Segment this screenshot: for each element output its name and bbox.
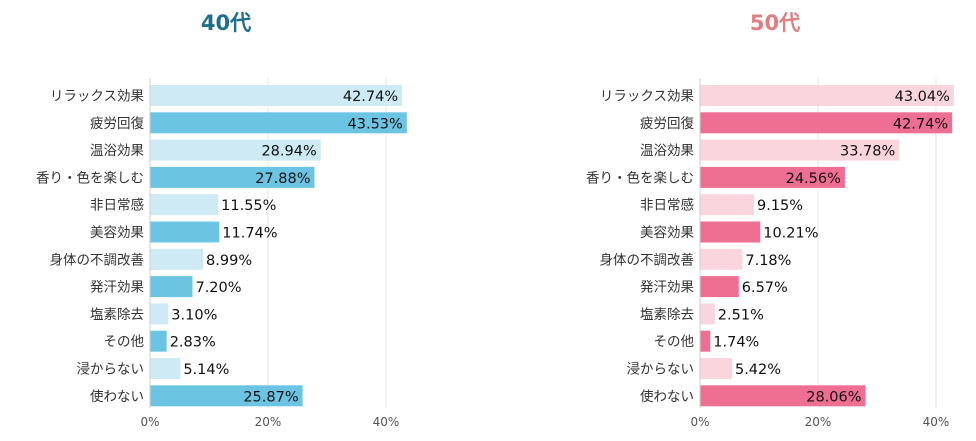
chart2-category-label: 浸からない — [627, 362, 695, 378]
chart1-category-label: 身体の不調改善 — [50, 252, 145, 268]
chart1-value-label: 11.74% — [222, 226, 277, 242]
chart1-bar-10 — [150, 330, 167, 352]
chart2-value-label: 24.56% — [786, 171, 841, 187]
chart1-category-label: 美容効果 — [90, 224, 144, 241]
chart1-title: 40代 — [201, 11, 251, 35]
chart2-xtick-label: 0% — [690, 415, 709, 429]
chart1-bar-3 — [150, 139, 321, 161]
chart1-category-label: 香り・色を楽しむ — [36, 169, 144, 186]
chart2-category-label: 美容効果 — [640, 224, 694, 241]
chart2-category-label: 発汗効果 — [640, 280, 694, 296]
chart2-value-label: 6.57% — [742, 280, 788, 296]
chart1-category-label: リラックス効果 — [50, 89, 145, 105]
chart1-bar-9 — [150, 303, 169, 325]
chart1-category-label: 非日常感 — [90, 197, 144, 214]
chart2-category-label: リラックス効果 — [600, 89, 695, 105]
chart1-xtick-label: 20% — [255, 415, 282, 429]
chart1-category-label: その他 — [104, 334, 145, 350]
chart1-value-label: 7.20% — [195, 280, 241, 296]
chart1-value-label: 28.94% — [261, 144, 316, 160]
chart2-title: 50代 — [750, 11, 800, 35]
chart2-category-label: 温浴効果 — [640, 143, 694, 159]
chart2-bar-1 — [700, 85, 954, 106]
chart2-bar-10 — [700, 330, 711, 352]
chart2-xtick-label: 20% — [805, 415, 832, 429]
chart1-bar-11 — [150, 358, 181, 379]
chart1-xtick-label: 0% — [140, 415, 159, 429]
chart1-value-label: 3.10% — [171, 307, 217, 323]
chart1-value-label: 43.53% — [348, 116, 403, 132]
chart2-value-label: 43.04% — [895, 89, 950, 105]
chart2-bar-2 — [700, 112, 953, 134]
chart2-category-label: その他 — [654, 334, 695, 350]
chart2-bar-3 — [700, 139, 900, 161]
chart2-bar-12 — [700, 385, 866, 407]
chart2-category-label: 非日常感 — [640, 197, 694, 214]
chart2-category-label: 使わない — [640, 388, 694, 405]
chart1-category-label: 発汗効果 — [90, 280, 144, 296]
chart1-category-label: 疲労回復 — [90, 115, 144, 132]
chart1-value-label: 11.55% — [221, 198, 276, 214]
chart2-value-label: 42.74% — [893, 116, 948, 132]
chart1-bar-8 — [150, 276, 193, 298]
chart2-value-label: 28.06% — [806, 389, 861, 405]
chart2-category-label: 塩素除去 — [640, 307, 694, 323]
chart1-bar-1 — [150, 85, 403, 106]
chart1-bar-12 — [150, 385, 303, 407]
chart2-bar-8 — [700, 276, 739, 298]
chart2-bar-11 — [700, 358, 732, 379]
chart1-bar-4 — [150, 166, 315, 188]
chart2-value-label: 1.74% — [713, 335, 759, 351]
chart1-xtick-label: 40% — [373, 415, 400, 429]
chart1-value-label: 25.87% — [243, 389, 298, 405]
chart1-category-label: 浸からない — [77, 362, 145, 378]
chart1-value-label: 27.88% — [255, 171, 310, 187]
chart2-bar-7 — [700, 248, 743, 270]
chart2-bar-5 — [700, 194, 754, 216]
chart1-value-label: 5.14% — [183, 362, 229, 378]
chart2-category-label: 香り・色を楽しむ — [586, 169, 694, 186]
chart2-category-label: 身体の不調改善 — [600, 252, 695, 268]
chart1-bar-2 — [150, 112, 407, 134]
chart2-xtick-label: 40% — [923, 415, 950, 429]
chart2-value-label: 9.15% — [757, 198, 803, 214]
chart1-value-label: 8.99% — [206, 253, 252, 269]
chart2-bar-6 — [700, 221, 761, 243]
chart2-value-label: 2.51% — [718, 307, 764, 323]
chart2-category-label: 疲労回復 — [640, 115, 694, 132]
chart1-value-label: 2.83% — [170, 335, 216, 351]
chart1-category-label: 塩素除去 — [90, 307, 144, 323]
chart2-bar-9 — [700, 303, 715, 325]
chart1-category-label: 使わない — [90, 388, 144, 405]
chart2-value-label: 7.18% — [745, 253, 791, 269]
chart1-bar-5 — [150, 194, 219, 216]
chart2-value-label: 10.21% — [763, 226, 818, 242]
chart2-value-label: 33.78% — [840, 144, 895, 160]
chart1-value-label: 42.74% — [343, 89, 398, 105]
chart1-bar-6 — [150, 221, 220, 243]
chart1-bar-7 — [150, 248, 204, 270]
chart2-value-label: 5.42% — [735, 362, 781, 378]
chart2-bar-4 — [700, 166, 845, 188]
chart1-category-label: 温浴効果 — [90, 143, 144, 159]
